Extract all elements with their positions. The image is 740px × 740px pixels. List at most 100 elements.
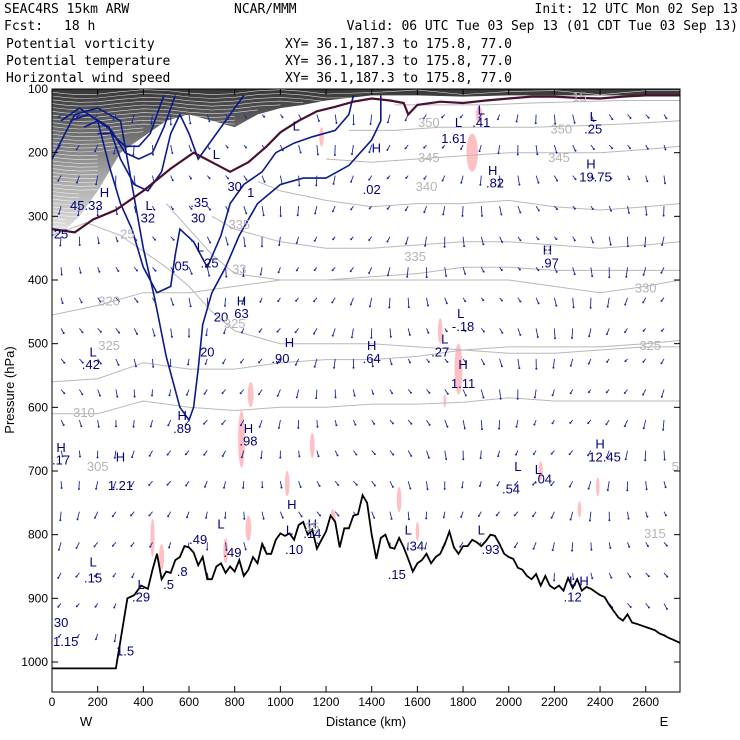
wind-vector (223, 481, 227, 488)
fcst-value: 18 h (64, 19, 95, 34)
annotation-label: .90 (271, 351, 289, 366)
wind-vector (461, 481, 464, 488)
wind-vector (170, 328, 173, 337)
wind-vector-head (572, 306, 575, 309)
wind-vector (314, 205, 318, 214)
wind-vector (296, 389, 300, 398)
wind-vector-head (645, 213, 648, 216)
wind-vector-head (166, 453, 169, 456)
wind-vector-head (262, 517, 265, 520)
wind-vector-head (223, 486, 225, 489)
wind-vector (60, 481, 63, 489)
wind-vector-head (537, 269, 540, 272)
wind-vector-head (642, 329, 645, 332)
y-axis-ticks: 100 200 300 400 500 600 700 800 900 1000 (21, 82, 680, 669)
wind-vector-head (295, 269, 298, 272)
wind-vector (480, 206, 483, 216)
pink-region (310, 432, 315, 459)
wind-vector-head (336, 454, 339, 457)
west-label: W (80, 714, 93, 729)
wind-vector (76, 542, 80, 549)
wind-vector-head (518, 268, 521, 271)
wind-vector-head (153, 334, 156, 337)
wind-vector-head (171, 208, 174, 210)
wind-vector (388, 297, 391, 308)
pink-region (245, 515, 252, 541)
wind-vector (277, 389, 281, 397)
x-tick-label: 2000 (495, 695, 522, 709)
wind-vector-head (59, 244, 62, 247)
wind-vector-head (93, 545, 96, 548)
pink-region (415, 521, 420, 542)
wind-vector-head (152, 365, 155, 368)
wind-vector-head (392, 453, 395, 456)
wind-vector (498, 420, 501, 429)
wind-vector-head (464, 361, 467, 364)
wind-vector-head (62, 424, 65, 426)
wind-vector (259, 419, 263, 427)
wind-vector (552, 542, 555, 551)
hatch-line (52, 123, 235, 130)
annotation-label: .12 (564, 590, 582, 605)
wind-vector (444, 267, 447, 276)
wind-vector (206, 267, 210, 276)
wind-vector-head (445, 458, 448, 460)
hatch-line (52, 137, 121, 141)
wind-vector-head (279, 215, 282, 217)
wind-vector (423, 205, 427, 213)
wind-vector-head (331, 301, 334, 304)
wind-vector-head (606, 305, 609, 308)
annotation-label: .93 (481, 542, 499, 557)
wind-vector-head (113, 640, 116, 643)
wind-vector-head (76, 518, 79, 521)
wind-vector-head (116, 213, 118, 215)
y-tick-label: 700 (28, 464, 48, 478)
wind-vector-head (57, 605, 60, 608)
wind-vector-head (154, 302, 157, 304)
wind-vector (480, 236, 484, 245)
wind-vector-head (80, 301, 83, 304)
wind-vector (590, 236, 594, 243)
x-tick-label: 400 (133, 695, 153, 709)
annotation-label: H (116, 449, 125, 464)
wind-vector-head (190, 149, 193, 152)
annotation-label: 1.61 (441, 131, 466, 146)
wind-vector-head (190, 177, 192, 180)
wind-vector (371, 358, 374, 367)
wind-vector (571, 542, 574, 551)
wind-vector-head (148, 454, 151, 457)
wind-vector (243, 511, 245, 519)
wind-vector-head (446, 392, 449, 395)
wind-vector (58, 205, 62, 214)
annotation-label: .35 (190, 195, 208, 210)
wind-vector-head (568, 453, 571, 456)
wind-vector-head (77, 488, 80, 490)
hatch-line (52, 172, 98, 176)
wind-vector-head (410, 422, 413, 425)
model-title: SEAC4RS 15km ARW (4, 2, 129, 17)
wind-vector-head (57, 548, 60, 551)
wind-vector-head (461, 214, 464, 217)
wind-vector-head (116, 240, 119, 243)
y-tick-label: 200 (28, 146, 48, 160)
wind-vector (533, 542, 537, 549)
wind-vector-head (464, 394, 467, 397)
wind-vector-head (187, 363, 190, 366)
wind-vector-head (130, 514, 132, 517)
annotation-label: 330 (635, 281, 657, 296)
wind-vector (663, 175, 666, 184)
wind-speed-contour (70, 94, 245, 192)
annotation-label: 325 (98, 338, 120, 353)
annotation-label: H (244, 421, 253, 436)
wind-vector-head (460, 515, 463, 518)
wind-vector-head (333, 154, 336, 156)
pink-region (319, 127, 324, 147)
wind-vector-head (390, 517, 393, 520)
wind-vector-head (243, 517, 246, 520)
wind-vector-head (519, 300, 522, 303)
wind-vector-head (550, 516, 553, 519)
wind-vector-head (112, 118, 115, 121)
wind-vector-head (482, 396, 485, 399)
wind-vector (314, 358, 318, 367)
wind-vector-head (464, 272, 467, 275)
